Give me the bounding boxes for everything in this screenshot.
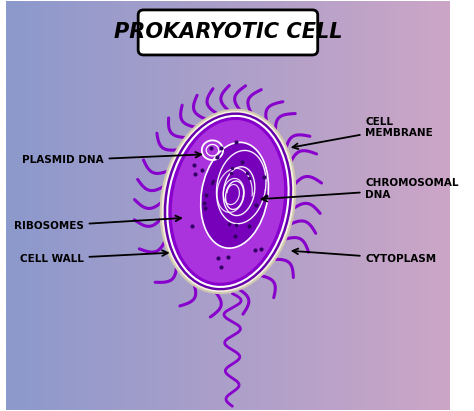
Ellipse shape: [201, 142, 268, 248]
Text: CELL WALL: CELL WALL: [20, 250, 168, 264]
Text: PLASMID DNA: PLASMID DNA: [22, 152, 201, 166]
Text: CHROMOSOMAL
DNA: CHROMOSOMAL DNA: [262, 178, 459, 201]
Text: PROKARYOTIC CELL: PROKARYOTIC CELL: [114, 22, 342, 42]
FancyBboxPatch shape: [138, 10, 318, 55]
Ellipse shape: [161, 110, 295, 293]
Ellipse shape: [172, 120, 284, 283]
Text: CYTOPLASM: CYTOPLASM: [292, 249, 437, 264]
Text: RIBOSOMES: RIBOSOMES: [14, 216, 181, 231]
Ellipse shape: [165, 114, 291, 289]
Text: CELL
MEMBRANE: CELL MEMBRANE: [292, 117, 433, 149]
